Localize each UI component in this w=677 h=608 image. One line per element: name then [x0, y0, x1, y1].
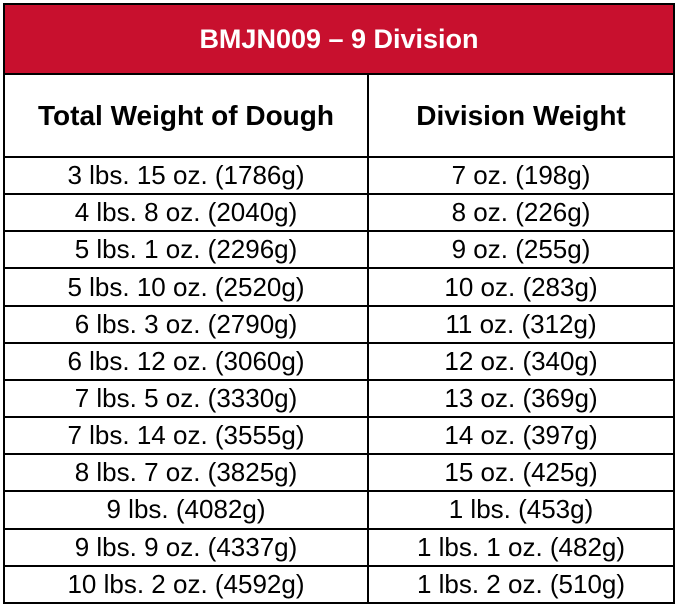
table-row: 10 lbs. 2 oz. (4592g) 1 lbs. 2 oz. (510g) — [3, 564, 675, 605]
table-cell: 15 oz. (425g) — [367, 453, 675, 493]
table-cell: 14 oz. (397g) — [367, 416, 675, 456]
title-row: BMJN009 – 9 Division — [3, 3, 675, 75]
table-cell: 7 lbs. 14 oz. (3555g) — [3, 416, 369, 456]
table-cell: 9 lbs. (4082g) — [3, 490, 369, 530]
table-row: 9 lbs. 9 oz. (4337g) 1 lbs. 1 oz. (482g) — [3, 527, 675, 567]
table-body: 3 lbs. 15 oz. (1786g) 7 oz. (198g) 4 lbs. … — [3, 155, 675, 605]
table-cell: 7 oz. (198g) — [367, 155, 675, 196]
table-cell: 11 oz. (312g) — [367, 304, 675, 344]
table-cell: 1 lbs. 2 oz. (510g) — [367, 564, 675, 605]
table-row: 9 lbs. (4082g) 1 lbs. (453g) — [3, 490, 675, 530]
column-header: Total Weight of Dough — [3, 73, 369, 158]
table-cell: 12 oz. (340g) — [367, 341, 675, 381]
table-cell: 13 oz. (369g) — [367, 378, 675, 419]
table-row: 5 lbs. 10 oz. (2520g) 10 oz. (283g) — [3, 267, 675, 307]
table-title: BMJN009 – 9 Division — [3, 3, 675, 75]
table-cell: 9 oz. (255g) — [367, 230, 675, 270]
table-row: 6 lbs. 12 oz. (3060g) 12 oz. (340g) — [3, 341, 675, 381]
table-cell: 7 lbs. 5 oz. (3330g) — [3, 378, 369, 419]
table-cell: 3 lbs. 15 oz. (1786g) — [3, 155, 369, 196]
table-cell: 1 lbs. 1 oz. (482g) — [367, 527, 675, 567]
table-row: 7 lbs. 5 oz. (3330g) 13 oz. (369g) — [3, 378, 675, 419]
table-row: 3 lbs. 15 oz. (1786g) 7 oz. (198g) — [3, 155, 675, 196]
table-cell: 1 lbs. (453g) — [367, 490, 675, 530]
column-header: Division Weight — [367, 73, 675, 158]
table-cell: 6 lbs. 12 oz. (3060g) — [3, 341, 369, 381]
table-cell: 10 oz. (283g) — [367, 267, 675, 307]
weight-table: BMJN009 – 9 Division Total Weight of Dou… — [3, 3, 675, 605]
table-cell: 6 lbs. 3 oz. (2790g) — [3, 304, 369, 344]
table-cell: 4 lbs. 8 oz. (2040g) — [3, 193, 369, 233]
table-cell: 8 oz. (226g) — [367, 193, 675, 233]
header-row: Total Weight of Dough Division Weight — [3, 73, 675, 158]
table-cell: 10 lbs. 2 oz. (4592g) — [3, 564, 369, 605]
table-cell: 9 lbs. 9 oz. (4337g) — [3, 527, 369, 567]
table-row: 4 lbs. 8 oz. (2040g) 8 oz. (226g) — [3, 193, 675, 233]
table-row: 7 lbs. 14 oz. (3555g) 14 oz. (397g) — [3, 416, 675, 456]
table-row: 8 lbs. 7 oz. (3825g) 15 oz. (425g) — [3, 453, 675, 493]
table-cell: 5 lbs. 10 oz. (2520g) — [3, 267, 369, 307]
table-row: 5 lbs. 1 oz. (2296g) 9 oz. (255g) — [3, 230, 675, 270]
table-cell: 5 lbs. 1 oz. (2296g) — [3, 230, 369, 270]
table-cell: 8 lbs. 7 oz. (3825g) — [3, 453, 369, 493]
table-row: 6 lbs. 3 oz. (2790g) 11 oz. (312g) — [3, 304, 675, 344]
